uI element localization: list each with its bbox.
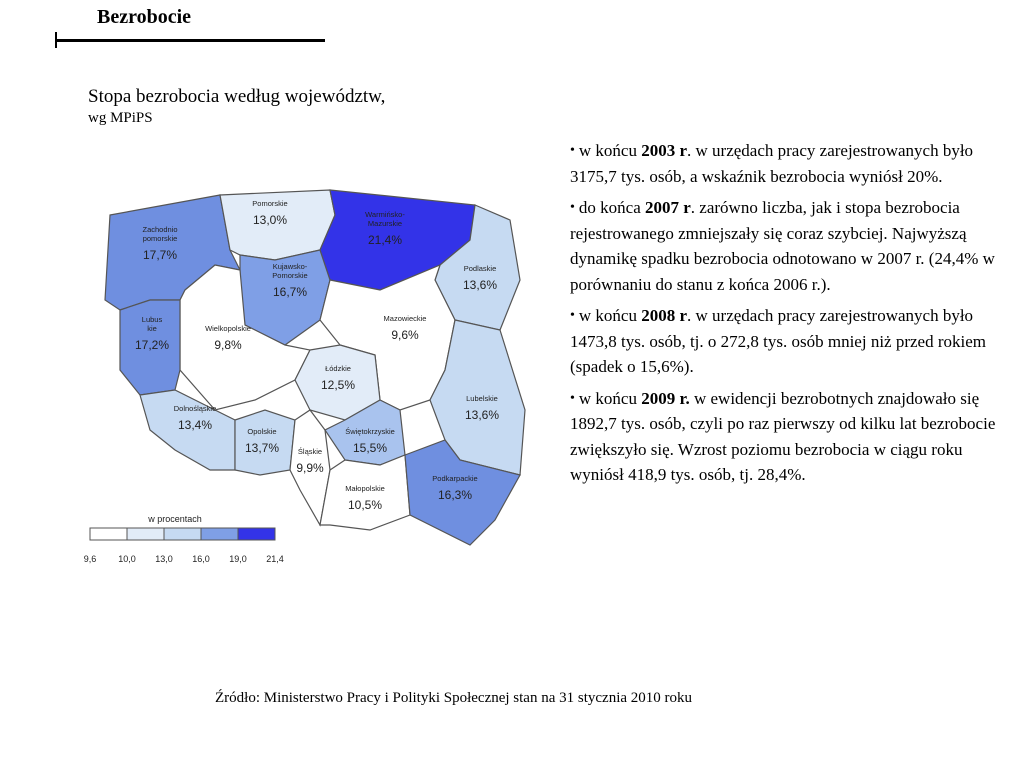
region-value: 13,6% [465,408,499,422]
region-name: Kujawsko- [273,262,308,271]
region-value: 13,6% [463,278,497,292]
legend-swatch [237,527,276,541]
bullet-text: w końcu [578,306,642,325]
region-name: Śląskie [298,447,322,456]
source-note: Źródło: Ministerstwo Pracy i Polityki Sp… [215,690,693,706]
legend-tick-label: 10,0 [118,554,136,564]
region-name: Mazurskie [368,219,402,228]
bullet-list: w końcu 2003 r. w urzędach pracy zarejes… [570,138,1000,494]
legend-tick-label: 21,4 [266,554,284,564]
region-name: Zachodnio [142,225,177,234]
region-name: Łódzkie [325,364,351,373]
legend-swatch [163,527,202,541]
title-rule-tick [55,32,57,48]
bullet-text: . w urzędach pracy zarejestrowanych było… [570,306,986,376]
region-value: 13,0% [253,213,287,227]
legend-tick-label: 9,6 [84,554,97,564]
bullet-year: 2003 r [641,141,688,160]
region-name: Pomorskie [272,271,307,280]
title-rule [55,39,325,42]
region-name: Lubus [142,315,163,324]
region-name: Mazowieckie [384,314,427,323]
region-value: 17,2% [135,338,169,352]
region-value: 9,6% [391,328,419,342]
bullet-item: do końca 2007 r. zarówno liczba, jak i s… [570,195,1000,297]
region-value: 17,7% [143,248,177,262]
region-name: Świętokrzyskie [345,427,395,436]
region-value: 9,8% [214,338,242,352]
region-name: kie [147,324,157,333]
legend-title: w procentach [147,514,202,524]
region-value: 16,7% [273,285,307,299]
region-value: 16,3% [438,488,472,502]
legend-tick-label: 19,0 [229,554,247,564]
bullet-year: 2008 r [641,306,688,325]
legend-swatch [89,527,128,541]
legend-swatch [126,527,165,541]
legend-tick-label: 13,0 [155,554,173,564]
region-value: 21,4% [368,233,402,247]
region-name: Warmińsko- [365,210,405,219]
bullet-text: w końcu [578,141,642,160]
region-name: Wielkopolskie [205,324,251,333]
region-value: 12,5% [321,378,355,392]
bullet-text: . zarówno liczba, jak i stopa bezrobocia… [570,198,995,294]
legend-swatch [200,527,239,541]
region-name: pomorskie [143,234,178,243]
region-value: 13,4% [178,418,212,432]
region-name: Podlaskie [464,264,497,273]
region-name: Podkarpackie [432,474,477,483]
bullet-item: w końcu 2003 r. w urzędach pracy zarejes… [570,138,1000,189]
slide-title: Bezrobocie [97,6,192,28]
region-name: Dolnośląskie [174,404,217,413]
bullet-text: w końcu [578,388,642,408]
region-value: 15,5% [353,441,387,455]
region-name: Pomorskie [252,199,287,208]
bullet-item: w końcu 2008 r. w urzędach pracy zarejes… [570,303,1000,380]
region-name: Małopolskie [345,484,385,493]
region-name: Lubelskie [466,394,498,403]
region-name: Opolskie [247,427,276,436]
bullet-text: do końca [578,198,645,217]
region-value: 13,7% [245,441,279,455]
region [119,299,181,396]
bullet-year: 2007 r [645,198,691,217]
bullet-item: w końcu 2009 r. w ewidencji bezrobotnych… [570,386,1000,488]
bullet-text: w ewidencji bezrobotnych znajdowało się … [570,388,996,485]
region [404,439,521,546]
bullet-text: . w urzędach pracy zarejestrowanych było… [570,141,974,186]
map-subtitle: wg MPiPS [88,110,153,126]
region-value: 9,9% [296,461,324,475]
bullet-year: 2009 r. [641,388,690,408]
region-value: 10,5% [348,498,382,512]
map-title: Stopa bezrobocia według województw, [88,86,386,107]
legend-tick-label: 16,0 [192,554,210,564]
